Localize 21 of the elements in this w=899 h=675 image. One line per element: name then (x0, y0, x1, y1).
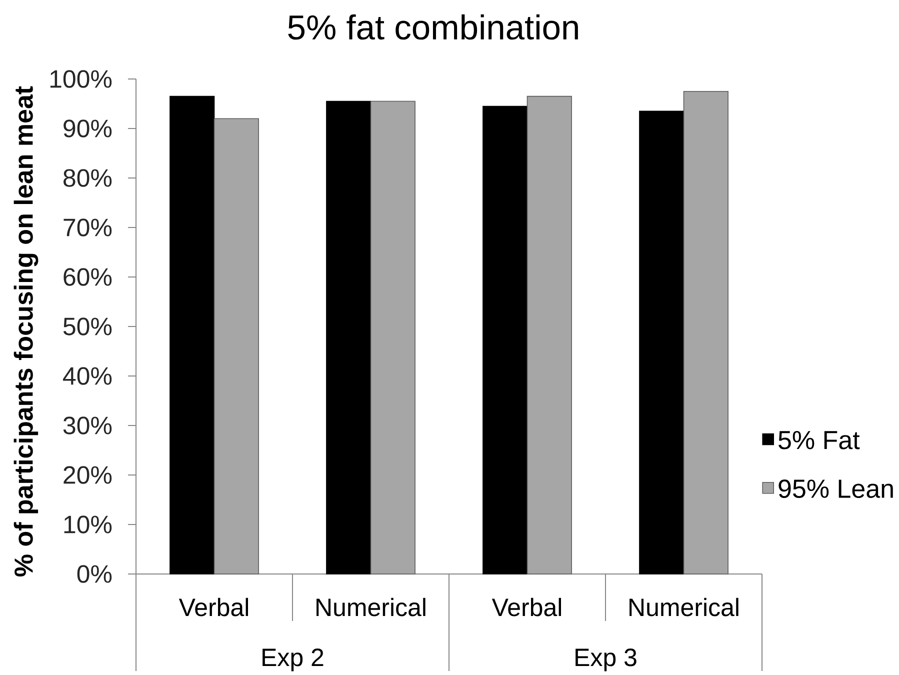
y-tick-label: 30% (63, 416, 112, 434)
y-tick-label: 10% (64, 516, 112, 534)
y-tick-label: 100% (50, 70, 112, 88)
legend-label: 95% Lean (778, 480, 893, 498)
x-tick-label: Numerical (316, 598, 426, 616)
x-tick-label: Numerical (630, 598, 738, 616)
y-tick-label: 50% (63, 318, 112, 336)
text: Exp 3 (576, 648, 636, 672)
y-tick-label: 40% (63, 367, 112, 385)
y-tick-label: 80% (64, 169, 112, 187)
y-tick-label: 60% (64, 268, 112, 286)
x-tick-label: Verbal (178, 598, 248, 616)
y-tick-label: 90% (64, 120, 112, 138)
y-tick-label: 0% (77, 565, 112, 583)
legend-label: 5% Fat (778, 431, 860, 450)
y-tick-label: 20% (64, 466, 112, 484)
chart-title: 5% fat combination (288, 14, 578, 40)
y-tick-label: 70% (64, 218, 112, 236)
y-axis-title: % of participants focusing on lean meat (14, 86, 38, 576)
text: Exp 2 (262, 648, 324, 672)
x-tick-label: Verbal (492, 598, 562, 616)
